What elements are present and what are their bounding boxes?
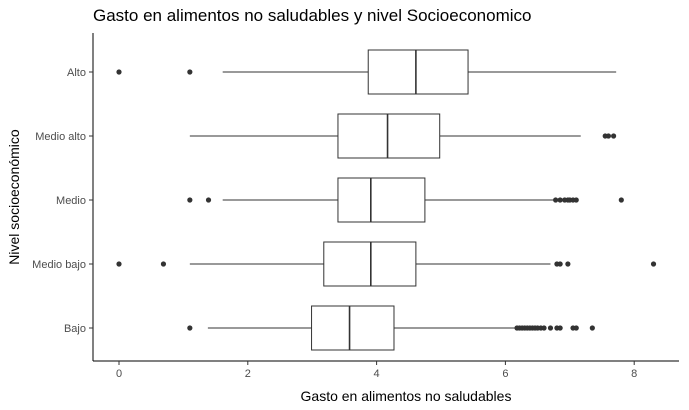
x-axis-title: Gasto en alimentos no saludables [301, 388, 512, 404]
x-tick-label: 6 [502, 368, 508, 380]
outlier-point [541, 325, 547, 331]
x-tick-label: 8 [631, 368, 637, 380]
y-tick-label: Medio alto [35, 131, 86, 143]
box-medio-alto [189, 113, 617, 159]
outlier-point [589, 325, 595, 331]
box-medio [187, 177, 624, 223]
box-bajo [187, 305, 595, 351]
axes [89, 33, 679, 365]
y-tick-label: Medio bajo [32, 259, 86, 271]
outlier-point [547, 325, 554, 331]
x-tick-label: 2 [245, 368, 251, 380]
chart-title: Gasto en alimentos no saludables y nivel… [93, 6, 532, 25]
outlier-point [557, 325, 563, 331]
outlier-point [573, 325, 579, 331]
outlier-point [610, 133, 617, 139]
box-iqr [311, 305, 395, 351]
outlier-point [160, 261, 167, 267]
outlier-point [187, 69, 193, 75]
outlier-point [205, 197, 212, 203]
outlier-point [187, 325, 193, 331]
outlier-point [553, 197, 559, 203]
box-alto [116, 49, 617, 95]
outlier-point [573, 197, 579, 203]
y-axis-title: Nivel socioeconómico [6, 129, 22, 265]
x-tick-label: 4 [374, 368, 380, 380]
outlier-point [116, 261, 122, 267]
box-iqr [337, 113, 441, 159]
outlier-point [116, 69, 122, 75]
box-iqr [337, 177, 426, 223]
outlier-point [605, 133, 612, 139]
box-medio-bajo [116, 241, 657, 287]
outlier-point [565, 261, 571, 267]
y-tick-label: Bajo [64, 323, 86, 335]
x-tick-label: 0 [116, 368, 122, 380]
outlier-point [618, 197, 624, 203]
y-tick-label: Medio [56, 195, 86, 207]
labels-layer: 0 2 4 6 8 Bajo Medio bajo Medio Medio alto Alto Ga… [6, 67, 637, 404]
boxes-layer [116, 49, 657, 351]
outlier-point [557, 197, 563, 203]
outlier-point [557, 261, 563, 267]
box-iqr [323, 241, 417, 287]
outlier-point [187, 197, 193, 203]
outlier-point [650, 261, 657, 267]
box-iqr [367, 49, 469, 95]
y-tick-label: Alto [67, 67, 86, 79]
